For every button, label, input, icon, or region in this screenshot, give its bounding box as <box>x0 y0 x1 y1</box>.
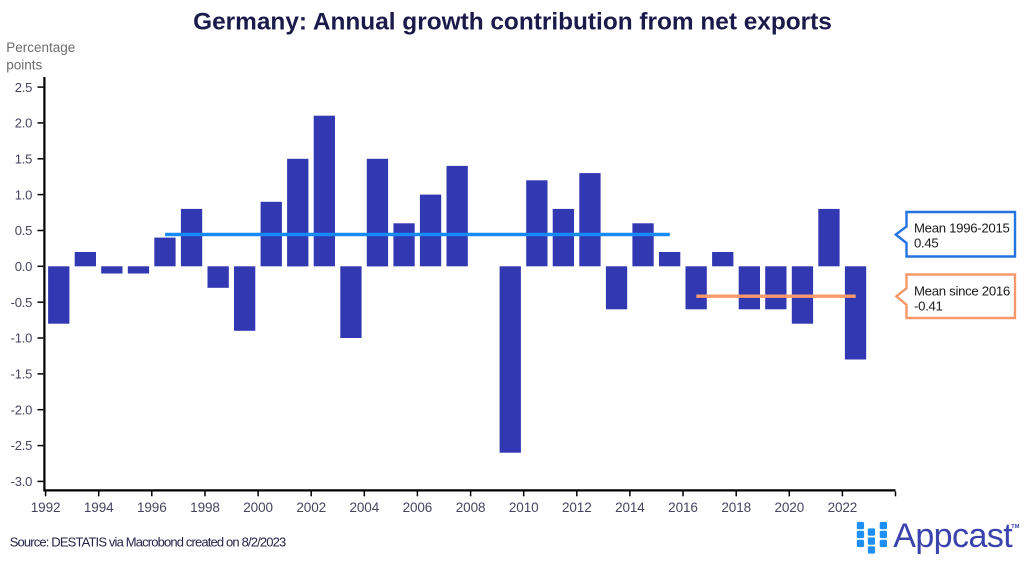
svg-text:2.0: 2.0 <box>15 116 32 131</box>
svg-text:2018: 2018 <box>721 500 751 515</box>
svg-text:2006: 2006 <box>403 500 433 515</box>
svg-text:points: points <box>6 57 42 72</box>
svg-text:1.5: 1.5 <box>15 151 32 166</box>
svg-text:-3.0: -3.0 <box>11 474 33 489</box>
svg-text:2000: 2000 <box>243 500 273 515</box>
svg-text:-2.0: -2.0 <box>11 402 33 417</box>
svg-text:-0.41: -0.41 <box>914 299 943 314</box>
svg-text:2002: 2002 <box>296 500 326 515</box>
svg-text:1994: 1994 <box>84 500 114 515</box>
svg-text:1992: 1992 <box>31 500 61 515</box>
svg-text:1.0: 1.0 <box>15 187 32 202</box>
svg-text:2016: 2016 <box>668 500 698 515</box>
svg-text:2020: 2020 <box>774 500 804 515</box>
svg-text:-1.5: -1.5 <box>11 367 33 382</box>
svg-text:Germany: Annual growth contrib: Germany: Annual growth contribution from… <box>193 9 832 36</box>
svg-text:TM: TM <box>1011 524 1019 530</box>
svg-text:2004: 2004 <box>349 500 379 515</box>
svg-text:2010: 2010 <box>509 500 539 515</box>
svg-text:-1.0: -1.0 <box>11 331 33 346</box>
svg-text:2.5: 2.5 <box>15 80 32 95</box>
svg-text:Mean 1996-2015: Mean 1996-2015 <box>914 220 1010 235</box>
svg-text:1998: 1998 <box>190 500 220 515</box>
svg-text:0.45: 0.45 <box>914 235 938 250</box>
svg-text:2014: 2014 <box>615 500 645 515</box>
svg-text:Mean since 2016: Mean since 2016 <box>914 283 1010 298</box>
svg-text:0.0: 0.0 <box>15 259 32 274</box>
svg-text:2008: 2008 <box>456 500 486 515</box>
svg-text:Appcast: Appcast <box>893 517 1013 555</box>
svg-text:-0.5: -0.5 <box>11 295 33 310</box>
svg-text:Percentage: Percentage <box>6 40 75 55</box>
svg-text:2022: 2022 <box>828 500 858 515</box>
svg-text:1996: 1996 <box>137 500 167 515</box>
svg-text:2012: 2012 <box>562 500 592 515</box>
svg-text:Source: DESTATIS via Macrobond: Source: DESTATIS via Macrobond created o… <box>10 534 286 549</box>
svg-text:0.5: 0.5 <box>15 223 32 238</box>
svg-text:-2.5: -2.5 <box>11 438 33 453</box>
